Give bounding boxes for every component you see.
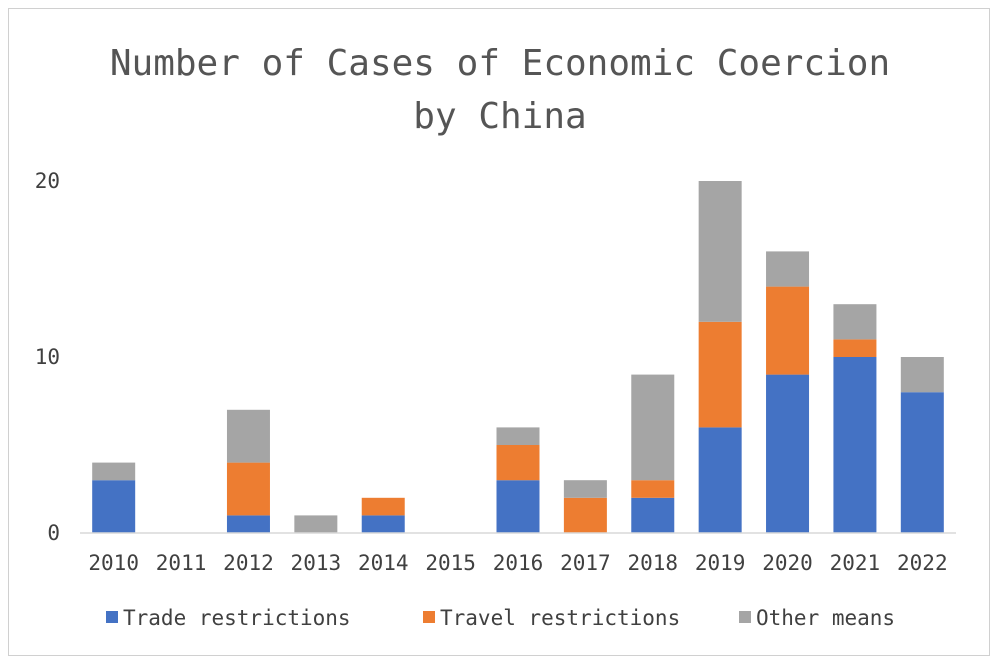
bar-other-means-2019 — [698, 181, 742, 322]
legend-label: Other means — [756, 606, 895, 630]
bar-travel-restrictions-2019 — [698, 321, 742, 428]
x-tick-label: 2018 — [627, 551, 678, 575]
legend-swatch — [739, 611, 751, 623]
bar-travel-restrictions-2014 — [361, 497, 405, 516]
x-tick-label: 2010 — [88, 551, 139, 575]
bar-trade-restrictions-2012 — [226, 515, 270, 533]
bar-trade-restrictions-2020 — [766, 374, 810, 533]
bar-trade-restrictions-2016 — [496, 480, 540, 533]
bar-trade-restrictions-2018 — [631, 497, 675, 533]
y-tick-label: 10 — [35, 345, 60, 369]
bar-trade-restrictions-2014 — [361, 515, 405, 533]
x-tick-label: 2012 — [223, 551, 274, 575]
bar-trade-restrictions-2022 — [900, 392, 944, 533]
x-tick-label: 2011 — [156, 551, 207, 575]
x-tick-label: 2019 — [695, 551, 746, 575]
y-tick-label: 20 — [35, 169, 60, 193]
bar-other-means-2020 — [766, 251, 810, 287]
bar-other-means-2022 — [900, 357, 944, 393]
bar-other-means-2018 — [631, 374, 675, 481]
legend: Trade restrictions Travel restrictions Oth… — [106, 606, 895, 630]
x-tick-label: 2022 — [897, 551, 948, 575]
bar-travel-restrictions-2017 — [563, 497, 607, 533]
bars — [92, 181, 944, 533]
x-tick-label: 2013 — [291, 551, 342, 575]
legend-swatch — [106, 611, 118, 623]
x-tick-label: 2021 — [830, 551, 881, 575]
chart-title-line-1: Number of Cases of Economic Coercion — [110, 43, 890, 84]
chart-frame — [8, 8, 990, 656]
x-tick-label: 2017 — [560, 551, 611, 575]
legend-swatch — [423, 611, 435, 623]
x-tick-label: 2020 — [762, 551, 813, 575]
bar-other-means-2017 — [563, 480, 607, 498]
bar-other-means-2010 — [92, 462, 136, 481]
x-tick-label: 2015 — [425, 551, 476, 575]
bar-trade-restrictions-2019 — [698, 427, 742, 533]
legend-label: Travel restrictions — [440, 606, 680, 630]
bar-travel-restrictions-2020 — [766, 286, 810, 375]
bar-trade-restrictions-2010 — [92, 480, 136, 533]
x-tick-label: 2016 — [493, 551, 544, 575]
bar-travel-restrictions-2012 — [226, 462, 270, 516]
bar-travel-restrictions-2016 — [496, 445, 540, 481]
x-tick-label: 2014 — [358, 551, 409, 575]
chart-title-line-2: by China — [413, 96, 586, 137]
bar-other-means-2013 — [294, 515, 338, 533]
y-axis: 0 10 20 — [35, 169, 60, 545]
bar-other-means-2016 — [496, 427, 540, 445]
legend-label: Trade restrictions — [123, 606, 351, 630]
x-axis: 2010 2011 2012 2013 2014 2015 2016 2017 2018 2019… — [88, 551, 947, 575]
y-tick-label: 0 — [47, 521, 60, 545]
bar-other-means-2021 — [833, 304, 877, 340]
bar-other-means-2012 — [226, 409, 270, 463]
bar-travel-restrictions-2018 — [631, 480, 675, 498]
bar-travel-restrictions-2021 — [833, 339, 877, 357]
bar-trade-restrictions-2021 — [833, 357, 877, 533]
